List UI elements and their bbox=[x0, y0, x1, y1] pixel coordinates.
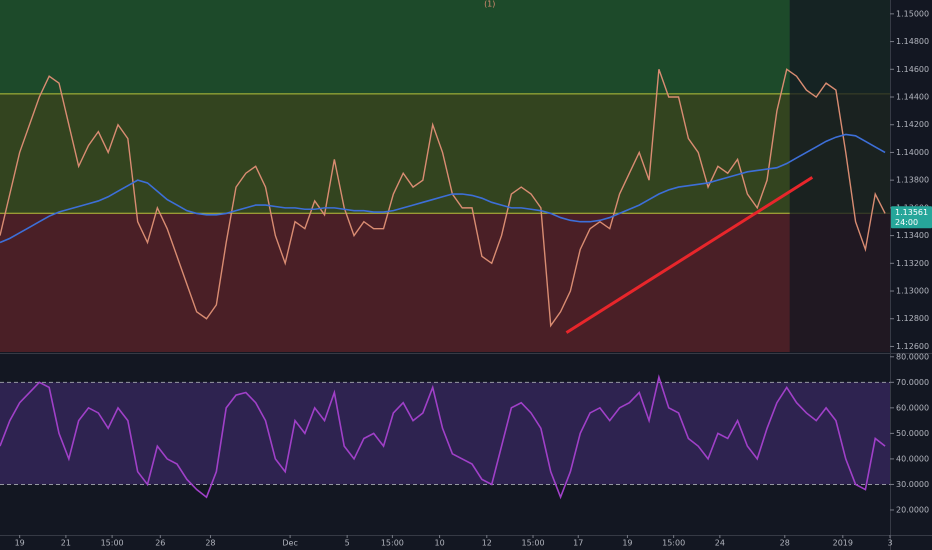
y-tick-label: 1.14400 bbox=[896, 93, 929, 102]
x-tick-label: 3 bbox=[887, 539, 892, 548]
x-tick-label: 15:00 bbox=[381, 539, 404, 548]
y-tick-label: 60.0000 bbox=[896, 403, 929, 412]
session-shade bbox=[789, 0, 890, 352]
wave-label: (1) bbox=[484, 0, 495, 9]
x-tick-label: 26 bbox=[155, 539, 165, 548]
y-tick-label: 1.14200 bbox=[896, 120, 929, 129]
y-tick-label: 1.12600 bbox=[896, 342, 929, 351]
x-tick-label: 15:00 bbox=[101, 539, 124, 548]
fib-zone bbox=[0, 0, 890, 94]
y-tick-label: 50.0000 bbox=[896, 429, 929, 438]
y-tick-label: 70.0000 bbox=[896, 378, 929, 387]
y-tick-label: 1.14800 bbox=[896, 37, 929, 46]
y-tick-label: 20.0000 bbox=[896, 505, 929, 514]
x-tick-label: 19 bbox=[15, 539, 25, 548]
fib-zone bbox=[0, 213, 890, 352]
y-tick-label: 1.13800 bbox=[896, 176, 929, 185]
x-tick-label: 17 bbox=[573, 539, 583, 548]
series-line bbox=[0, 133, 886, 244]
x-tick-label: 2019 bbox=[833, 539, 853, 548]
last-price-tag bbox=[891, 206, 932, 229]
x-tick-label: 12 bbox=[482, 539, 492, 548]
y-tick-label: 1.14600 bbox=[896, 65, 929, 74]
x-tick-label: Dec bbox=[282, 539, 297, 548]
trendline bbox=[565, 176, 814, 334]
y-tick-label: 1.15000 bbox=[896, 9, 929, 18]
y-tick-label: 40.0000 bbox=[896, 454, 929, 463]
countdown: 24:00 bbox=[895, 218, 918, 227]
y-tick-label: 1.13200 bbox=[896, 259, 929, 268]
series-line bbox=[0, 68, 886, 328]
y-tick-label: 80.0000 bbox=[896, 352, 929, 361]
x-tick-label: 24 bbox=[715, 539, 725, 548]
x-tick-label: 28 bbox=[780, 539, 790, 548]
x-tick-label: 19 bbox=[622, 539, 632, 548]
y-tick-label: 1.14000 bbox=[896, 148, 929, 157]
y-tick-label: 1.13000 bbox=[896, 287, 929, 296]
y-tick-label: 1.12800 bbox=[896, 314, 929, 323]
x-tick-label: 5 bbox=[345, 539, 350, 548]
x-tick-label: 10 bbox=[434, 539, 444, 548]
x-tick-label: 21 bbox=[61, 539, 71, 548]
y-tick-label: 30.0000 bbox=[896, 480, 929, 489]
x-tick-label: 15:00 bbox=[662, 539, 685, 548]
fib-zone bbox=[0, 93, 890, 214]
x-tick-label: 15:00 bbox=[521, 539, 544, 548]
last-price-label: 1.13561 bbox=[895, 208, 928, 217]
x-tick-label: 28 bbox=[205, 539, 215, 548]
y-tick-label: 1.13400 bbox=[896, 231, 929, 240]
series-line bbox=[0, 374, 886, 500]
